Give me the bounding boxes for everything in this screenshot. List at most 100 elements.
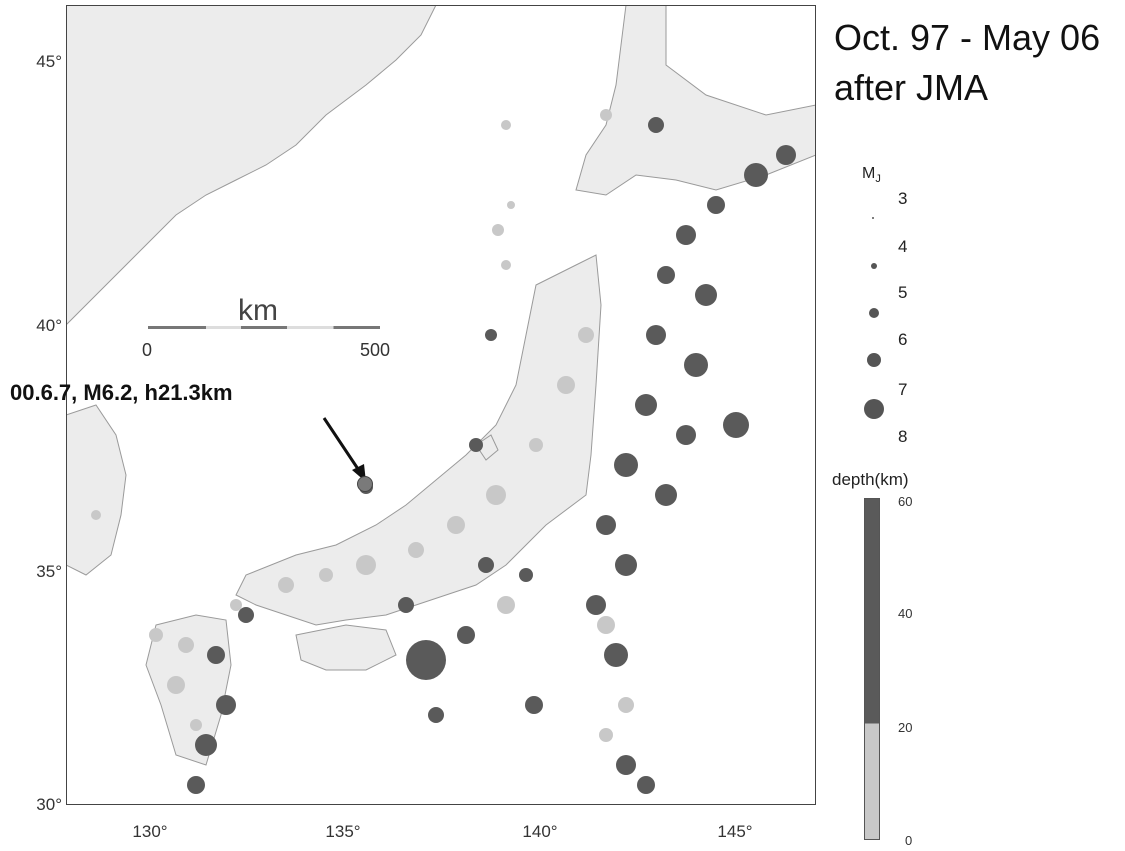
event-marker (695, 284, 717, 306)
seismicity-map (65, 4, 817, 794)
depth-tick-40: 40 (898, 606, 913, 621)
event-marker (519, 568, 533, 582)
lat-label-35: 35° (36, 562, 62, 581)
event-marker (406, 640, 446, 680)
event-marker (190, 719, 202, 731)
korea-land (65, 404, 127, 576)
event-marker (776, 145, 796, 165)
mag-label-7: 7 (898, 380, 908, 399)
arrow-shaft (322, 417, 362, 473)
scale-line (148, 326, 380, 329)
event-marker (586, 595, 606, 615)
event-marker (557, 376, 575, 394)
event-marker (478, 557, 494, 573)
event-marker (604, 643, 628, 667)
event-marker (655, 484, 677, 506)
scale-end-label: 500 (360, 340, 391, 360)
depth-tick-0: 0 (905, 833, 913, 848)
mag-title: M (862, 165, 876, 182)
mag-label-4: 4 (898, 237, 908, 256)
event-marker (618, 697, 634, 713)
event-marker (635, 394, 657, 416)
event-marker (278, 577, 294, 593)
mag-subscript: J (875, 173, 881, 186)
event-marker (646, 325, 666, 345)
shikoku-land (295, 624, 397, 671)
event-marker (178, 637, 194, 653)
land-layer (65, 4, 817, 766)
event-marker (216, 695, 236, 715)
event-marker (684, 353, 708, 377)
event-marker (578, 327, 594, 343)
event-marker (167, 676, 185, 694)
mag-label-5: 5 (898, 283, 908, 302)
event-marker (600, 109, 612, 121)
scale-start-label: 0 (142, 340, 153, 360)
mag-dot-7 (864, 399, 884, 419)
honshu-land (235, 254, 602, 626)
event-annotation: 00.6.7, M6.2, h21.3km (10, 380, 233, 405)
event-marker (501, 260, 511, 270)
lon-label-140: 140° (522, 822, 558, 841)
event-marker (486, 485, 506, 505)
mag-dot-3 (872, 217, 874, 219)
event-marker (676, 425, 696, 445)
depth-tick-60: 60 (898, 494, 913, 509)
lat-label-30: 30° (36, 795, 62, 814)
event-marker (597, 616, 615, 634)
mag-dot-5 (869, 308, 879, 318)
event-marker (91, 510, 101, 520)
event-marker (616, 755, 636, 775)
event-marker (497, 596, 515, 614)
event-marker (657, 266, 675, 284)
event-marker (529, 438, 543, 452)
event-marker (723, 412, 749, 438)
event-marker (501, 120, 511, 130)
event-marker (187, 776, 205, 794)
event-marker (507, 201, 515, 209)
event-marker (428, 707, 444, 723)
event-marker (492, 224, 504, 236)
depth-title: depth(km) (832, 470, 909, 489)
continent-land (65, 4, 437, 327)
title-line-2: after JMA (834, 67, 989, 108)
event-marker (637, 776, 655, 794)
mag-label-8: 8 (898, 427, 908, 446)
depth-tick-20: 20 (898, 720, 913, 735)
lat-label-40: 40° (36, 316, 62, 335)
event-marker (615, 554, 637, 576)
mag-legend-title: MJ (862, 165, 881, 185)
event-marker (207, 646, 225, 664)
title-line-1: Oct. 97 - May 06 (834, 17, 1101, 58)
event-marker (398, 597, 414, 613)
event-marker (525, 696, 543, 714)
event-marker (599, 728, 613, 742)
mag-dot-6 (867, 353, 881, 367)
mag-dot-4 (871, 263, 877, 269)
lon-label-130: 130° (132, 822, 168, 841)
lon-label-135: 135° (325, 822, 361, 841)
magnitude-legend: MJ 3 4 5 6 7 8 (862, 165, 922, 446)
event-marker (485, 329, 497, 341)
event-marker (149, 628, 163, 642)
mag-label-6: 6 (898, 330, 908, 349)
event-marker (356, 555, 376, 575)
event-marker (230, 599, 242, 611)
mag-label-3: 3 (898, 189, 908, 208)
event-marker (408, 542, 424, 558)
annotated-event-marker (357, 476, 373, 492)
shallow-events (91, 109, 634, 742)
event-marker (195, 734, 217, 756)
event-marker (319, 568, 333, 582)
sado-land (475, 434, 499, 461)
map-frame (66, 5, 816, 805)
scale-unit: km (238, 294, 278, 327)
event-marker (614, 453, 638, 477)
lat-label-45: 45° (36, 52, 62, 71)
event-marker (469, 438, 483, 452)
event-marker (596, 515, 616, 535)
lon-label-145: 145° (717, 822, 753, 841)
event-marker (744, 163, 768, 187)
event-marker (707, 196, 725, 214)
event-marker (447, 516, 465, 534)
